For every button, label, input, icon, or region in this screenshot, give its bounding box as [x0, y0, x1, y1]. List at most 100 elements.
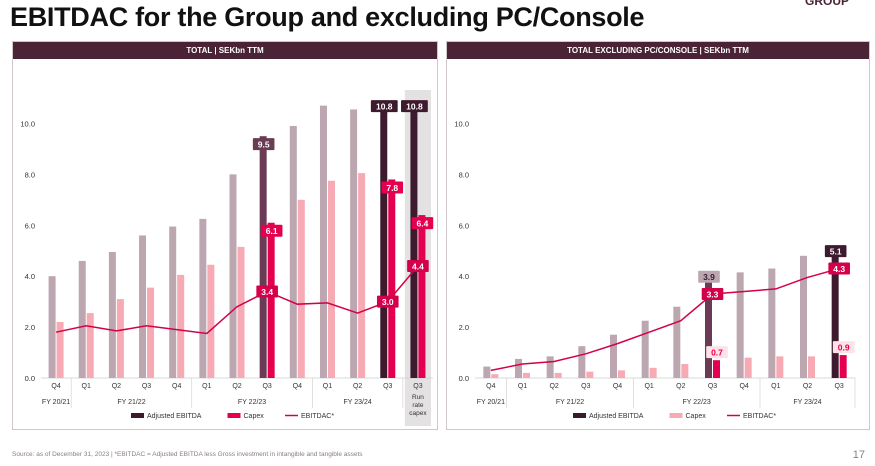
- ebitda-bar: [289, 126, 297, 378]
- x-tick-label: Q1: [644, 383, 653, 390]
- ebitda-bar: [578, 346, 586, 378]
- ebitdac-line: [490, 267, 840, 372]
- total-chart-panel: TOTAL | SEKbn TTM 0.0 2.0 4.0 6.0 8.0 10.0 9.5…: [12, 41, 438, 430]
- x-tick-label: Q4: [293, 383, 302, 390]
- footnote: Source: as of December 31, 2023 | *EBITD…: [12, 451, 363, 458]
- ebitdac-data-label: 3.0: [382, 297, 394, 307]
- capex-bar: [358, 173, 366, 378]
- ebitda-bar: [831, 248, 839, 378]
- x-tick-label: Q3: [581, 383, 590, 390]
- y-tick-label: 10.0: [454, 119, 469, 128]
- slide-title: EBITDAC for the Group and excluding PC/C…: [10, 2, 645, 32]
- ebitda-bar: [229, 174, 237, 378]
- run-rate-background: [404, 90, 431, 426]
- capex-bar: [267, 222, 275, 378]
- x-tick-label: Q2: [112, 383, 121, 390]
- ebitda-bar: [78, 260, 86, 378]
- ebitda-bar: [139, 235, 147, 378]
- capex-data-label-box: [706, 346, 728, 359]
- x-tick-label: Q3: [834, 383, 843, 390]
- run-rate-sublabel: rate: [412, 402, 424, 409]
- capex-bar: [86, 313, 94, 378]
- legend-label: EBITDAC*: [743, 413, 776, 420]
- ebitda-bar: [380, 103, 388, 378]
- y-tick-label: 8.0: [25, 170, 35, 179]
- ebitdac-data-label: 4.3: [833, 264, 845, 274]
- ebitda-data-label-box: [401, 100, 428, 113]
- legend-label: Adjusted EBITDA: [147, 413, 202, 420]
- capex-bar: [177, 274, 185, 378]
- ebitdac-data-label: 3.3: [707, 289, 719, 299]
- x-tick-label: Q3: [413, 383, 422, 390]
- fiscal-year-label: FY 20/21: [477, 399, 505, 406]
- total-chart: 0.0 2.0 4.0 6.0 8.0 10.0 9.5 10.8 10.8 6.1 7.8 6.4 3…: [20, 90, 434, 426]
- ebitda-bar: [705, 278, 712, 378]
- ebitda-data-label: 9.5: [258, 139, 270, 149]
- fiscal-year-label: FY 22/23: [238, 399, 266, 406]
- ebitdac-data-label-box: [701, 288, 724, 300]
- capex-bar: [839, 355, 847, 378]
- ebitda-bar: [410, 103, 418, 378]
- capex-data-label: 0.7: [711, 347, 723, 357]
- ebitda-bar: [641, 320, 649, 378]
- excl-pc-console-chart-header: TOTAL EXCLUDING PC/CONSOLE | SEKbn TTM: [447, 42, 869, 59]
- ebitda-bar: [483, 366, 491, 378]
- fiscal-year-label: FY 21/22: [117, 399, 145, 406]
- capex-data-label: 0.9: [838, 342, 850, 352]
- y-tick-label: 8.0: [459, 170, 469, 179]
- capex-bar: [776, 356, 784, 378]
- ebitda-bar: [768, 268, 776, 378]
- ebitda-data-label-box: [698, 270, 720, 283]
- excl-pc-console-chart-panel: TOTAL EXCLUDING PC/CONSOLE | SEKbn TTM 0…: [446, 41, 870, 430]
- legend-label: Adjusted EBITDA: [589, 413, 644, 420]
- company-logo: GROUP: [804, 0, 849, 8]
- y-tick-label: 4.0: [25, 272, 35, 281]
- x-tick-label: Q3: [708, 383, 717, 390]
- x-tick-label: Q4: [486, 383, 495, 390]
- legend-swatch: [669, 413, 683, 418]
- ebitda-bar: [48, 276, 56, 378]
- capex-bar: [808, 356, 815, 378]
- fiscal-year-label: FY 21/22: [556, 399, 584, 406]
- ebitdac-data-label-box: [407, 260, 429, 272]
- legend-swatch: [131, 413, 144, 418]
- page-number: 17: [852, 449, 865, 461]
- fiscal-year-label: FY 20/21: [42, 399, 70, 406]
- ebitdac-data-label: 3.4: [261, 287, 273, 297]
- x-tick-label: Q4: [613, 383, 622, 390]
- x-tick-label: Q3: [142, 383, 151, 390]
- legend-label: Capex: [244, 413, 265, 420]
- ebitda-bar: [546, 356, 554, 378]
- ebitda-data-label-box: [252, 138, 275, 151]
- y-tick-label: 2.0: [25, 323, 35, 332]
- capex-bar: [618, 370, 625, 378]
- ebitda-bar: [169, 226, 177, 378]
- legend-label: Capex: [686, 413, 707, 420]
- ebitda-bar: [736, 272, 744, 378]
- capex-bar: [523, 372, 530, 378]
- run-rate-sublabel: capex: [409, 410, 427, 417]
- y-tick-label: 6.0: [25, 221, 35, 230]
- ebitda-bar: [515, 358, 522, 378]
- capex-bar: [586, 371, 594, 378]
- x-tick-label: Q1: [202, 383, 211, 390]
- y-tick-label: 0.0: [459, 374, 469, 383]
- y-tick-label: 0.0: [25, 374, 35, 383]
- y-tick-label: 6.0: [459, 221, 469, 230]
- capex-data-label: 6.4: [417, 218, 429, 228]
- capex-bar: [491, 374, 499, 378]
- capex-bar: [554, 372, 562, 378]
- fiscal-year-label: FY 23/24: [793, 399, 821, 406]
- run-rate-sublabel: Run: [412, 394, 424, 401]
- x-tick-label: Q1: [771, 383, 780, 390]
- x-tick-label: Q2: [803, 383, 812, 390]
- capex-bar: [744, 357, 752, 378]
- ebitda-bar: [259, 136, 267, 378]
- x-tick-label: Q1: [323, 383, 332, 390]
- ebitda-bar: [610, 334, 617, 378]
- y-tick-label: 4.0: [459, 272, 469, 281]
- ebitdac-data-label-box: [376, 295, 399, 308]
- ebitdac-data-label: 4.4: [412, 261, 424, 271]
- capex-bar: [56, 322, 64, 378]
- legend-label: EBITDAC*: [301, 413, 334, 420]
